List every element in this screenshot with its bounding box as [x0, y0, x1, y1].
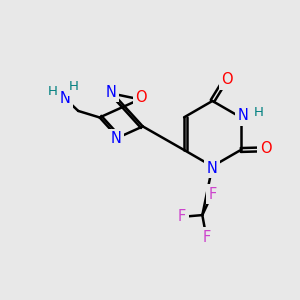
Text: O: O — [260, 141, 272, 156]
Text: H: H — [69, 80, 79, 93]
Text: H: H — [254, 106, 263, 119]
Text: O: O — [136, 90, 147, 105]
Text: N: N — [111, 131, 122, 146]
Text: O: O — [221, 72, 233, 87]
Text: N: N — [238, 108, 248, 123]
Text: N: N — [207, 160, 218, 175]
Text: N: N — [60, 91, 70, 106]
Text: F: F — [203, 230, 211, 245]
Text: N: N — [106, 85, 117, 100]
Text: F: F — [178, 209, 186, 224]
Text: F: F — [208, 187, 217, 202]
Text: H: H — [48, 85, 58, 98]
